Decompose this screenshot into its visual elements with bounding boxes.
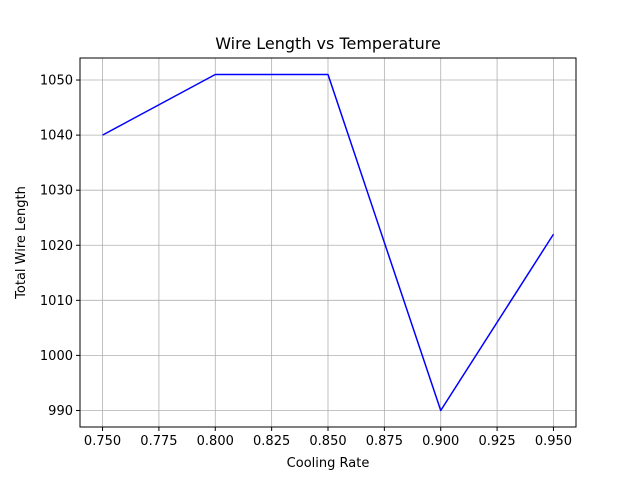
y-tick-label: 1040 (40, 129, 73, 144)
x-axis: 0.750 0.775 0.800 0.825 0.850 0.875 0.900 0.925… (84, 427, 572, 449)
chart-title: Wire Length vs Temperature (215, 34, 441, 53)
y-tick-label: 1050 (40, 74, 73, 89)
y-tick-label: 1010 (40, 294, 73, 309)
y-tick-label: 990 (48, 404, 73, 419)
x-tick-label: 0.850 (309, 434, 346, 449)
y-tick-label: 1020 (40, 239, 73, 254)
x-tick-label: 0.825 (253, 434, 290, 449)
series-line (102, 73, 555, 412)
series-group (102, 73, 555, 412)
x-tick-label: 0.750 (84, 434, 121, 449)
x-tick-label: 0.950 (535, 434, 572, 449)
x-tick-label: 0.875 (366, 434, 403, 449)
y-axis: 990 1000 1010 1020 1030 1040 1050 (40, 74, 80, 419)
x-axis-label: Cooling Rate (287, 456, 370, 471)
y-axis-label: Total Wire Length (14, 186, 29, 300)
x-tick-label: 0.800 (197, 434, 234, 449)
x-tick-label: 0.925 (478, 434, 515, 449)
y-tick-label: 1030 (40, 184, 73, 199)
y-tick-label: 1000 (40, 349, 73, 364)
x-tick-label: 0.900 (422, 434, 459, 449)
x-tick-label: 0.775 (140, 434, 177, 449)
